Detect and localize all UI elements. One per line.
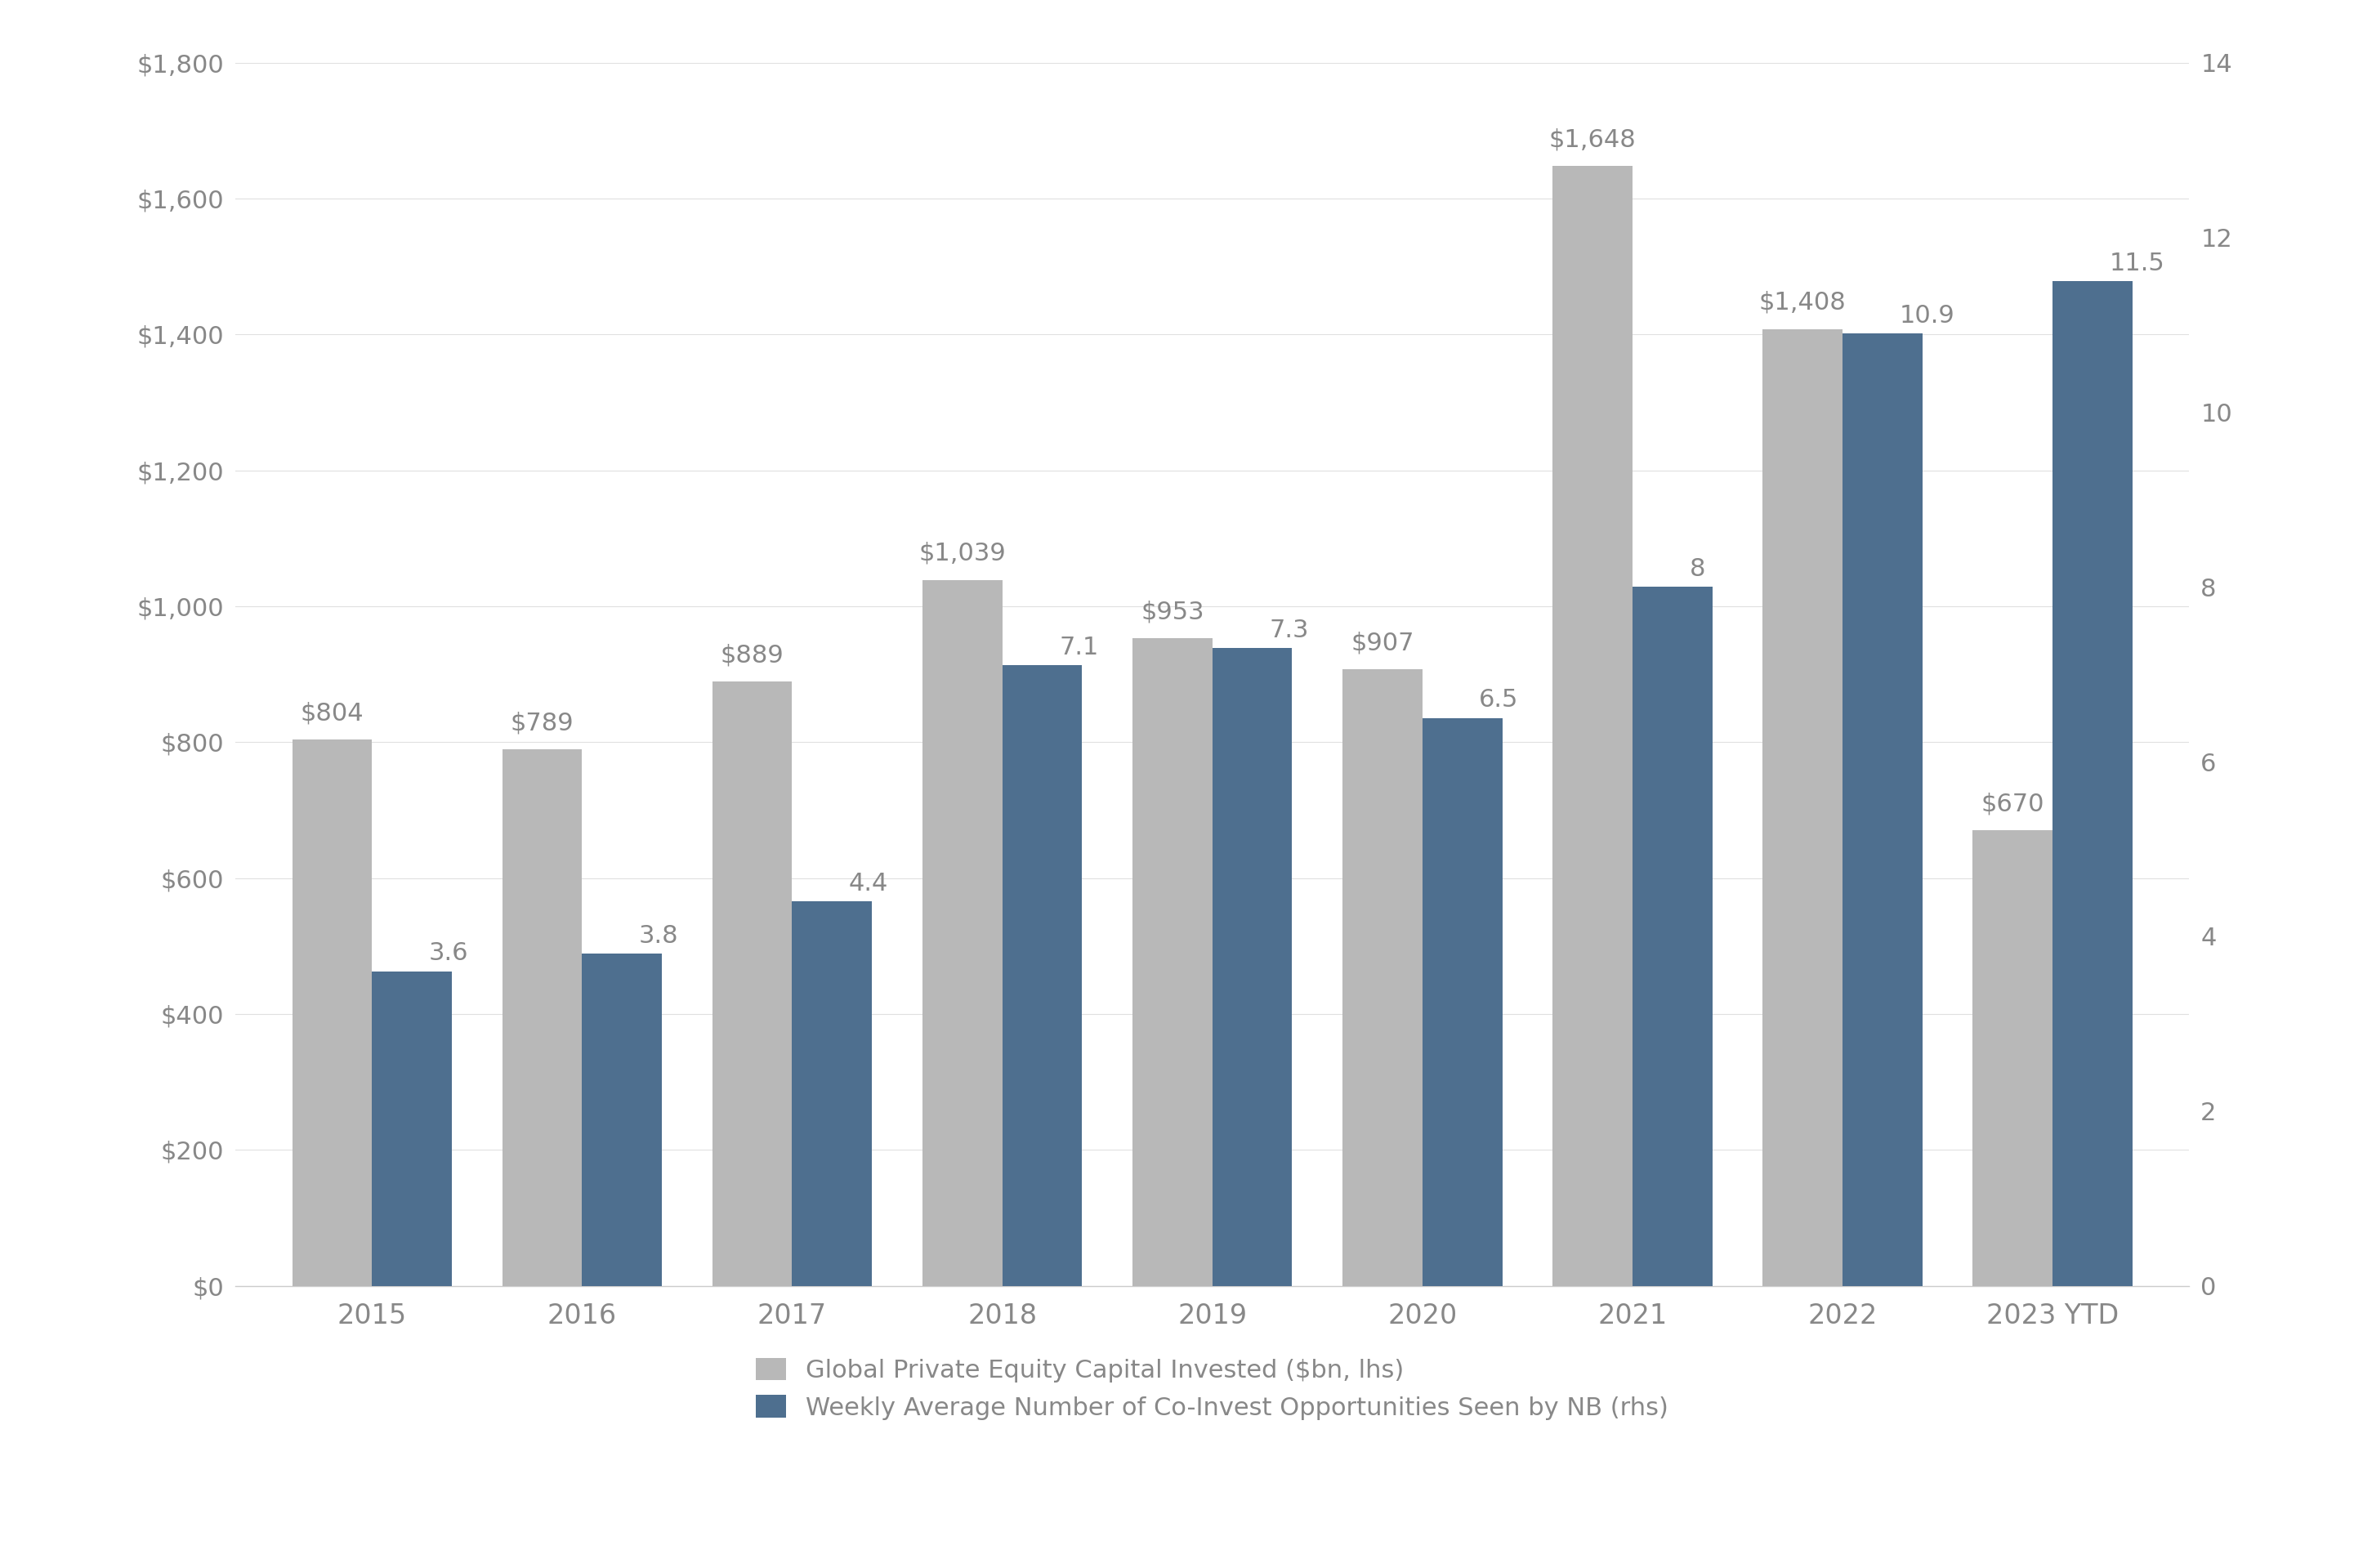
Bar	[1763, 329, 1843, 1286]
Bar	[1342, 670, 1422, 1286]
Text: $1,408: $1,408	[1758, 290, 1846, 315]
Text: $1,648: $1,648	[1549, 127, 1636, 152]
Bar	[1212, 648, 1292, 1286]
Bar	[1631, 586, 1711, 1286]
Text: 11.5: 11.5	[2109, 251, 2166, 274]
Bar	[1554, 166, 1631, 1286]
Text: 3.6: 3.6	[428, 941, 468, 966]
Bar	[1003, 665, 1083, 1286]
Bar	[793, 902, 871, 1286]
Text: $953: $953	[1142, 601, 1205, 624]
Text: 10.9: 10.9	[1900, 304, 1954, 328]
Bar	[1422, 718, 1502, 1286]
Text: $804: $804	[301, 701, 365, 724]
Bar	[1973, 831, 2053, 1286]
Text: 4.4: 4.4	[850, 872, 887, 895]
Bar	[372, 971, 452, 1286]
Bar	[2053, 281, 2133, 1286]
Text: $670: $670	[1982, 792, 2043, 815]
Text: 3.8: 3.8	[638, 924, 678, 947]
Text: 8: 8	[1690, 557, 1704, 580]
Bar	[713, 682, 793, 1286]
Text: 6.5: 6.5	[1478, 688, 1518, 712]
Text: $907: $907	[1351, 630, 1415, 655]
Text: $889: $889	[720, 643, 784, 666]
Bar	[292, 740, 372, 1286]
Text: 7.1: 7.1	[1059, 635, 1099, 660]
Bar	[1843, 334, 1923, 1286]
Bar	[923, 580, 1003, 1286]
Text: $1,039: $1,039	[918, 541, 1005, 564]
Text: $789: $789	[511, 712, 574, 735]
Bar	[501, 750, 581, 1286]
Legend: Global Private Equity Capital Invested ($bn, lhs), Weekly Average Number of Co-I: Global Private Equity Capital Invested (…	[744, 1345, 1681, 1432]
Bar	[1132, 638, 1212, 1286]
Text: 7.3: 7.3	[1269, 618, 1309, 641]
Bar	[581, 953, 661, 1286]
